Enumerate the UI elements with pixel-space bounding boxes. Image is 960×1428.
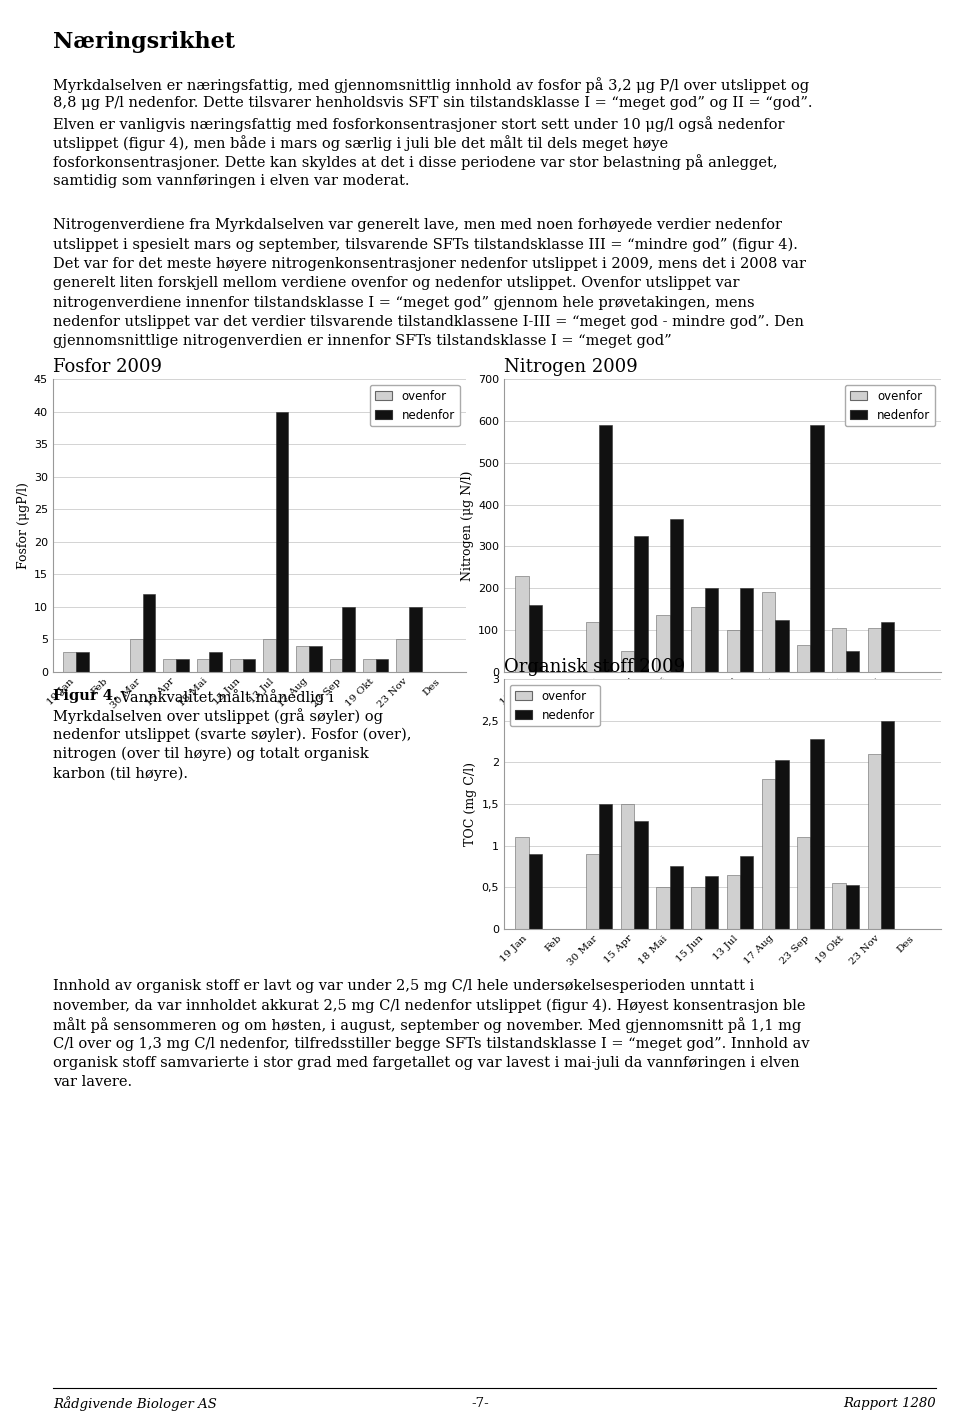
Bar <box>529 854 542 930</box>
Bar <box>868 628 881 673</box>
Bar <box>635 536 648 673</box>
Bar <box>330 658 343 673</box>
Bar <box>599 426 612 673</box>
Bar <box>797 644 810 673</box>
Bar <box>762 593 776 673</box>
Text: november, da var innholdet akkurat 2,5 mg C/l nedenfor utslippet (figur 4). Høye: november, da var innholdet akkurat 2,5 m… <box>53 998 805 1012</box>
Text: generelt liten forskjell mellom verdiene ovenfor og nedenfor utslippet. Ovenfor : generelt liten forskjell mellom verdiene… <box>53 277 739 290</box>
Bar <box>797 837 810 930</box>
Text: Nitrogenverdiene fra Myrkdalselven var generelt lave, men med noen forhøyede ver: Nitrogenverdiene fra Myrkdalselven var g… <box>53 218 781 233</box>
Bar <box>740 588 754 673</box>
Bar <box>409 607 421 673</box>
Bar <box>705 877 718 930</box>
Bar <box>621 804 635 930</box>
Bar <box>309 645 322 673</box>
Text: nedenfor utslippet (svarte søyler). Fosfor (over),: nedenfor utslippet (svarte søyler). Fosf… <box>53 728 411 743</box>
Bar <box>375 658 389 673</box>
Bar <box>881 721 895 930</box>
Y-axis label: Nitrogen (μg N/l): Nitrogen (μg N/l) <box>461 470 474 581</box>
Text: nitrogenverdiene innenfor tilstandsklasse I = “meget god” gjennom hele prøvetaki: nitrogenverdiene innenfor tilstandsklass… <box>53 296 755 310</box>
Bar <box>657 887 669 930</box>
Bar <box>130 640 143 673</box>
Bar <box>243 658 255 673</box>
Text: var lavere.: var lavere. <box>53 1075 132 1090</box>
Bar <box>529 605 542 673</box>
Text: Næringsrikhet: Næringsrikhet <box>53 31 235 53</box>
Text: Vannkvalitet målt månedlig i: Vannkvalitet målt månedlig i <box>116 690 334 705</box>
Text: gjennomsnittlige nitrogenverdien er innenfor SFTs tilstandsklasse I = “meget god: gjennomsnittlige nitrogenverdien er inne… <box>53 334 671 348</box>
Text: samtidig som vannføringen i elven var moderat.: samtidig som vannføringen i elven var mo… <box>53 174 409 187</box>
Text: Elven er vanligvis næringsfattig med fosforkonsentrasjoner stort sett under 10 μ: Elven er vanligvis næringsfattig med fos… <box>53 116 784 131</box>
Bar <box>516 575 529 673</box>
Text: Fosfor 2009: Fosfor 2009 <box>53 358 162 376</box>
Bar <box>762 780 776 930</box>
Bar <box>363 658 375 673</box>
Y-axis label: Fosfor (μgP/l): Fosfor (μgP/l) <box>16 483 30 568</box>
Bar <box>657 615 669 673</box>
Bar <box>516 837 529 930</box>
Bar <box>197 658 209 673</box>
Bar <box>776 760 788 930</box>
Bar <box>669 520 683 673</box>
Bar <box>832 628 846 673</box>
Bar <box>229 658 243 673</box>
Text: Rapport 1280: Rapport 1280 <box>844 1397 936 1409</box>
Bar <box>163 658 176 673</box>
Bar <box>143 594 156 673</box>
Text: organisk stoff samvarierte i stor grad med fargetallet og var lavest i mai-juli : organisk stoff samvarierte i stor grad m… <box>53 1057 800 1070</box>
Bar <box>868 754 881 930</box>
Bar <box>586 854 599 930</box>
Bar <box>740 855 754 930</box>
Legend: ovenfor, nedenfor: ovenfor, nedenfor <box>510 685 600 727</box>
Bar <box>705 588 718 673</box>
Bar <box>727 630 740 673</box>
Bar <box>727 875 740 930</box>
Text: nedenfor utslippet var det verdier tilsvarende tilstandklassene I-III = “meget g: nedenfor utslippet var det verdier tilsv… <box>53 316 804 328</box>
Bar <box>276 411 289 673</box>
Text: Myrkdalselven er næringsfattig, med gjennomsnittlig innhold av fosfor på 3,2 μg : Myrkdalselven er næringsfattig, med gjen… <box>53 77 809 93</box>
Bar <box>396 640 409 673</box>
Bar <box>846 885 859 930</box>
Bar <box>810 740 824 930</box>
Bar <box>635 821 648 930</box>
Legend: ovenfor, nedenfor: ovenfor, nedenfor <box>370 386 460 427</box>
Text: karbon (til høyre).: karbon (til høyre). <box>53 765 188 781</box>
Bar <box>669 867 683 930</box>
Bar <box>881 621 895 673</box>
Text: Det var for det meste høyere nitrogenkonsentrasjoner nedenfor utslippet i 2009, : Det var for det meste høyere nitrogenkon… <box>53 257 805 271</box>
Text: målt på sensommeren og om høsten, i august, september og november. Med gjennomsn: målt på sensommeren og om høsten, i augu… <box>53 1017 801 1034</box>
Bar <box>63 653 76 673</box>
Text: utslippet (figur 4), men både i mars og særlig i juli ble det målt til dels mege: utslippet (figur 4), men både i mars og … <box>53 136 668 151</box>
Text: 8,8 μg P/l nedenfor. Dette tilsvarer henholdsvis SFT sin tilstandsklasse I = “me: 8,8 μg P/l nedenfor. Dette tilsvarer hen… <box>53 97 812 110</box>
Legend: ovenfor, nedenfor: ovenfor, nedenfor <box>845 386 935 427</box>
Bar <box>586 621 599 673</box>
Y-axis label: TOC (mg C/l): TOC (mg C/l) <box>465 763 477 845</box>
Bar <box>832 883 846 930</box>
Bar <box>691 887 705 930</box>
Text: nitrogen (over til høyre) og totalt organisk: nitrogen (over til høyre) og totalt orga… <box>53 747 369 761</box>
Text: Nitrogen 2009: Nitrogen 2009 <box>504 358 637 376</box>
Bar <box>76 653 88 673</box>
Bar <box>846 651 859 673</box>
Text: fosforkonsentrasjoner. Dette kan skyldes at det i disse periodene var stor belas: fosforkonsentrasjoner. Dette kan skyldes… <box>53 154 778 170</box>
Bar <box>209 653 222 673</box>
Bar <box>297 645 309 673</box>
Text: Organisk stoff 2009: Organisk stoff 2009 <box>504 658 685 675</box>
Bar <box>621 651 635 673</box>
Text: Rådgivende Biologer AS: Rådgivende Biologer AS <box>53 1397 217 1411</box>
Bar <box>176 658 188 673</box>
Bar <box>810 426 824 673</box>
Bar <box>263 640 276 673</box>
Bar <box>691 607 705 673</box>
Bar <box>343 607 355 673</box>
Bar <box>776 620 788 673</box>
Bar <box>599 804 612 930</box>
Text: -7-: -7- <box>471 1397 489 1409</box>
Text: utslippet i spesielt mars og september, tilsvarende SFTs tilstandsklasse III = “: utslippet i spesielt mars og september, … <box>53 237 798 253</box>
Text: Myrkdalselven over utslippet (grå søyler) og: Myrkdalselven over utslippet (grå søyler… <box>53 708 383 724</box>
Text: Figur 4.: Figur 4. <box>53 690 118 703</box>
Text: Innhold av organisk stoff er lavt og var under 2,5 mg C/l hele undersøkelsesperi: Innhold av organisk stoff er lavt og var… <box>53 980 755 992</box>
Text: C/l over og 1,3 mg C/l nedenfor, tilfredsstiller begge SFTs tilstandsklasse I = : C/l over og 1,3 mg C/l nedenfor, tilfred… <box>53 1037 809 1051</box>
